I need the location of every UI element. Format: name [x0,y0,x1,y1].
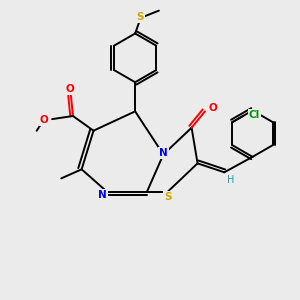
Text: Cl: Cl [248,110,260,120]
Text: O: O [40,115,48,125]
Text: N: N [159,148,168,158]
Text: S: S [136,12,144,22]
Text: S: S [164,192,172,202]
Text: N: N [98,190,107,200]
Text: H: H [227,175,235,185]
Text: O: O [208,103,217,113]
Text: O: O [65,84,74,94]
